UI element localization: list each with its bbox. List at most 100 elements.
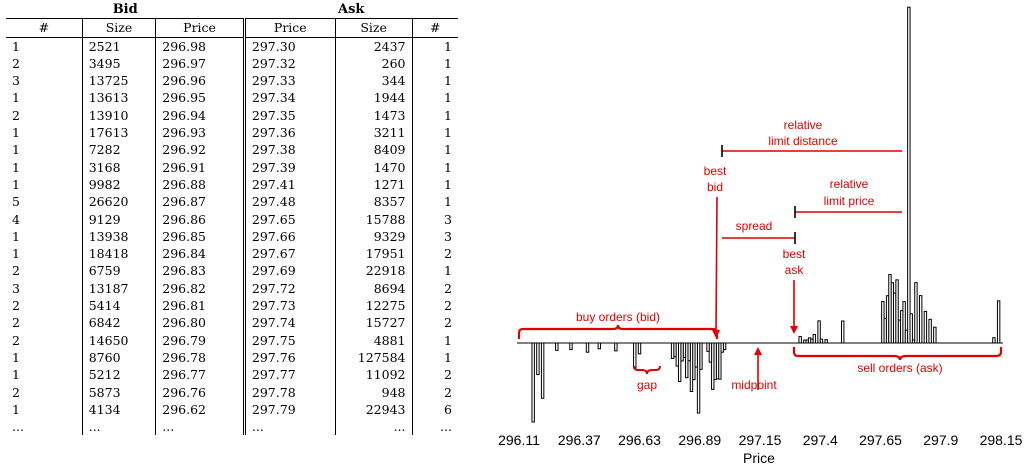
ask-size-cell: 1271 xyxy=(335,175,413,194)
ask-bar xyxy=(812,334,817,344)
table-row: 2 14650 296.79 297.75 4881 1 xyxy=(6,331,458,349)
ask-count-cell: 1 xyxy=(444,142,452,158)
bid-count-cell: 1 xyxy=(6,124,83,142)
bid-size-cell: 13938 xyxy=(82,227,157,246)
ask-count-cell: 1 xyxy=(444,194,452,210)
buy-orders-label: buy orders (bid) xyxy=(576,310,660,324)
table-row: 1 2521 296.98 297.30 2437 1 xyxy=(6,37,458,55)
ask-price-cell: 297.78 xyxy=(244,383,336,401)
bid-size-cell: 13613 xyxy=(82,89,157,107)
bid-count-cell: 1 xyxy=(6,366,83,384)
ask-bar xyxy=(798,336,802,344)
bid-price-cell: 296.79 xyxy=(155,331,246,349)
bid-bar xyxy=(670,342,675,359)
table-row: 3 13725 296.96 297.33 344 1 xyxy=(6,72,458,90)
bid-count-cell: 2 xyxy=(6,331,83,349)
ask-bar xyxy=(907,6,911,344)
best-ask-label-line2: ask xyxy=(785,263,805,277)
ask-size-cell: 1470 xyxy=(335,158,413,176)
x-tick-label: 297.9 xyxy=(923,432,958,448)
table-row: 2 13910 296.94 297.35 1473 1 xyxy=(6,106,458,125)
col-ask-count: # xyxy=(412,18,458,38)
bid-count-cell: 1 xyxy=(6,348,83,367)
table-row: 2 5414 296.81 297.73 12275 2 xyxy=(6,297,458,315)
ask-size-cell: 3211 xyxy=(335,124,413,142)
bid-count-cell: 1 xyxy=(6,37,83,55)
bid-header: Bid xyxy=(112,2,138,17)
bid-bar xyxy=(585,342,590,353)
ask-price-cell: 297.65 xyxy=(244,210,336,228)
ask-size-cell: ... xyxy=(335,418,413,436)
ask-price-cell: 297.41 xyxy=(244,175,336,194)
ask-bar xyxy=(923,310,928,344)
bid-price-cell: 296.85 xyxy=(155,227,246,246)
bid-count-cell: 4 xyxy=(6,210,83,228)
bid-size-cell: 18418 xyxy=(82,245,157,263)
bid-bar xyxy=(637,342,642,355)
ask-price-cell: 297.36 xyxy=(244,124,336,142)
bid-price-cell: 296.87 xyxy=(155,193,246,211)
bid-price-cell: 296.88 xyxy=(155,175,246,194)
table-row: 1 13938 296.85 297.66 9329 3 xyxy=(6,227,458,246)
bid-price-cell: 296.82 xyxy=(155,279,246,298)
bid-price-cell: 296.80 xyxy=(155,314,246,332)
midpoint-label: midpoint xyxy=(731,378,777,392)
best-ask-label-line1: best xyxy=(783,247,806,261)
ask-size-cell: 22918 xyxy=(335,262,413,280)
best-bid-label-line2: bid xyxy=(707,180,723,194)
ask-bar xyxy=(824,339,828,344)
ask-price-cell: ... xyxy=(244,418,336,436)
spread-label: spread xyxy=(736,219,773,233)
ask-price-cell: 297.48 xyxy=(244,193,336,211)
bid-size-cell: 6842 xyxy=(82,314,157,332)
gap-brace xyxy=(633,365,661,375)
ask-size-cell: 8357 xyxy=(335,193,413,211)
x-tick-label: 296.89 xyxy=(678,432,721,448)
ask-size-cell: 8694 xyxy=(335,279,413,298)
ask-price-cell: 297.39 xyxy=(244,158,336,176)
bid-size-cell: 17613 xyxy=(82,124,157,142)
bid-bar xyxy=(555,342,559,351)
bid-size-cell: ... xyxy=(82,418,157,436)
ask-count-cell: 1 xyxy=(444,349,452,365)
ask-bar xyxy=(918,295,923,344)
bid-count-cell: 1 xyxy=(6,158,83,176)
ask-count-cell: 6 xyxy=(444,401,452,417)
col-bid-price: Price xyxy=(155,18,246,38)
ask-price-cell: 297.72 xyxy=(244,279,336,298)
best-bid-label-line1: best xyxy=(704,164,727,178)
bid-bar xyxy=(540,342,545,399)
spread-bracket xyxy=(722,232,796,244)
relative-limit-distance-label-line1: relative xyxy=(784,118,823,132)
ask-count-cell: 3 xyxy=(444,228,452,244)
bid-price-cell: 296.96 xyxy=(155,72,246,90)
ask-count-cell: 1 xyxy=(444,107,452,123)
x-tick-label: 296.11 xyxy=(498,432,540,448)
x-axis-label: Price xyxy=(743,450,775,466)
table-row: 1 7282 296.92 297.38 8409 1 xyxy=(6,141,458,159)
table-row: 1 4134 296.62 297.79 22943 6 xyxy=(6,400,458,419)
bid-size-cell: 13725 xyxy=(82,72,157,90)
bid-count-cell: 1 xyxy=(6,227,83,246)
ask-count-cell: 2 xyxy=(444,384,452,400)
x-tick-label: 296.37 xyxy=(558,432,601,448)
bid-size-cell: 5414 xyxy=(82,297,157,315)
ask-count-cell: 1 xyxy=(444,332,452,348)
relative-limit-price-arrow xyxy=(794,206,902,218)
bid-count-cell: 2 xyxy=(6,54,83,73)
ask-count-cell: 2 xyxy=(444,280,452,296)
col-bid-count: # xyxy=(6,18,83,38)
ask-bar xyxy=(819,338,824,344)
ask-count-cell: 3 xyxy=(444,211,452,227)
bid-price-cell: 296.92 xyxy=(155,141,246,159)
bid-count-cell: 3 xyxy=(6,72,83,90)
ask-size-cell: 15788 xyxy=(335,210,413,228)
bid-count-cell: ... xyxy=(6,418,83,436)
ask-price-cell: 297.75 xyxy=(244,331,336,349)
sell-orders-label: sell orders (ask) xyxy=(857,361,942,375)
ask-price-cell: 297.76 xyxy=(244,348,336,367)
ask-size-cell: 948 xyxy=(335,383,413,401)
bid-size-cell: 9129 xyxy=(82,210,157,228)
table-row: 1 5212 296.77 297.77 11092 2 xyxy=(6,366,458,384)
table-row: 3 13187 296.82 297.72 8694 2 xyxy=(6,279,458,298)
